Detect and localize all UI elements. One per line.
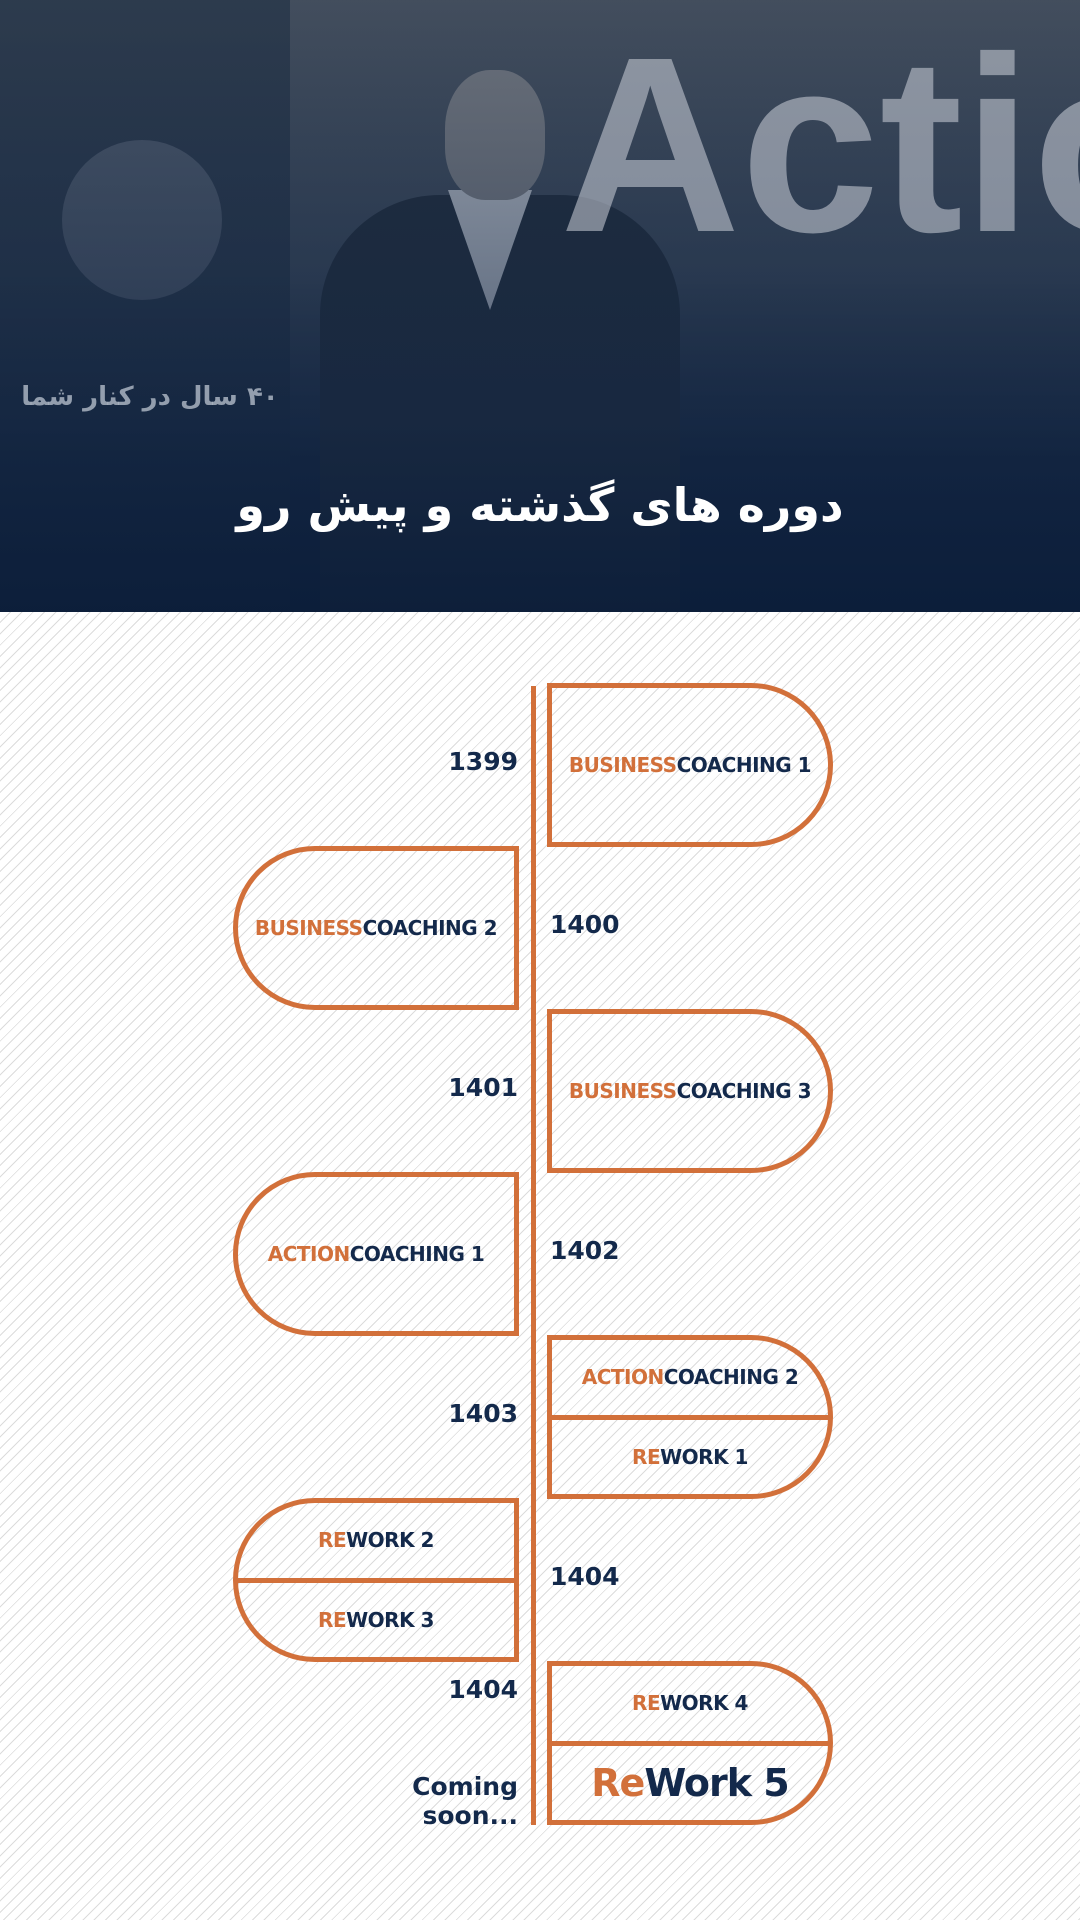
page-title: دوره های گذشته و پیش رو xyxy=(236,478,844,532)
course-item: Re Work 5 xyxy=(552,1740,828,1821)
course-accent: BUSINESS xyxy=(254,916,363,940)
course-accent: Re xyxy=(591,1760,645,1805)
course-box: RE WORK 4 Re Work 5 xyxy=(547,1661,833,1825)
course-box: BUSINESS COACHING 3 xyxy=(547,1009,833,1173)
year-label: 1402 xyxy=(550,1236,620,1265)
course-name: COACHING 1 xyxy=(676,753,812,777)
course-item: ACTION COACHING 2 xyxy=(552,1340,828,1415)
course-box: BUSINESS COACHING 2 xyxy=(233,846,519,1010)
course-accent: BUSINESS xyxy=(568,1079,677,1103)
course-item: BUSINESS COACHING 3 xyxy=(552,1014,828,1168)
course-item: RE WORK 1 xyxy=(552,1414,828,1495)
year-label: 1399 xyxy=(448,747,518,776)
year-label: 1404 xyxy=(550,1562,620,1591)
course-accent: RE xyxy=(632,1444,661,1469)
coming-soon-label: Coming soon... xyxy=(412,1772,518,1830)
year-label: 1404 xyxy=(448,1675,518,1704)
year-label: 1400 xyxy=(550,910,620,939)
course-name: COACHING 2 xyxy=(663,1365,799,1390)
course-accent: RE xyxy=(632,1691,661,1716)
course-box: ACTION COACHING 1 xyxy=(233,1172,519,1336)
course-name: COACHING 2 xyxy=(362,916,498,940)
course-accent: ACTION xyxy=(267,1242,350,1266)
background-sign: Actio COAC xyxy=(560,5,1080,284)
course-item: ACTION COACHING 1 xyxy=(238,1177,514,1331)
course-name: WORK 4 xyxy=(660,1691,748,1716)
course-name: WORK 1 xyxy=(660,1444,748,1469)
timeline-axis xyxy=(531,686,536,1825)
course-accent: RE xyxy=(318,1528,347,1553)
timeline-section xyxy=(0,612,1080,1920)
course-accent: RE xyxy=(318,1607,347,1632)
wall-slogan: ۴۰ سال در کنار شما xyxy=(21,382,279,412)
photo-overlay xyxy=(0,0,1080,612)
course-name: WORK 2 xyxy=(346,1528,434,1553)
course-box: ACTION COACHING 2 RE WORK 1 xyxy=(547,1335,833,1499)
course-box: RE WORK 2 RE WORK 3 xyxy=(233,1498,519,1662)
course-item: BUSINESS COACHING 2 xyxy=(238,851,514,1005)
course-name: WORK 3 xyxy=(346,1607,434,1632)
course-accent: BUSINESS xyxy=(568,753,677,777)
course-name: COACHING 3 xyxy=(676,1079,812,1103)
course-item: RE WORK 4 xyxy=(552,1666,828,1741)
course-box: BUSINESS COACHING 1 xyxy=(547,683,833,847)
year-label: 1403 xyxy=(448,1399,518,1428)
year-label: 1401 xyxy=(448,1073,518,1102)
course-item: BUSINESS COACHING 1 xyxy=(552,688,828,842)
course-item: RE WORK 2 xyxy=(238,1503,514,1578)
course-accent: ACTION xyxy=(581,1365,664,1390)
hero-header: Actio COAC ۴۰ سال در کنار شما دوره های گ… xyxy=(0,0,1080,612)
course-name: Work 5 xyxy=(644,1760,789,1805)
course-name: COACHING 1 xyxy=(349,1242,485,1266)
course-item: RE WORK 3 xyxy=(238,1577,514,1658)
